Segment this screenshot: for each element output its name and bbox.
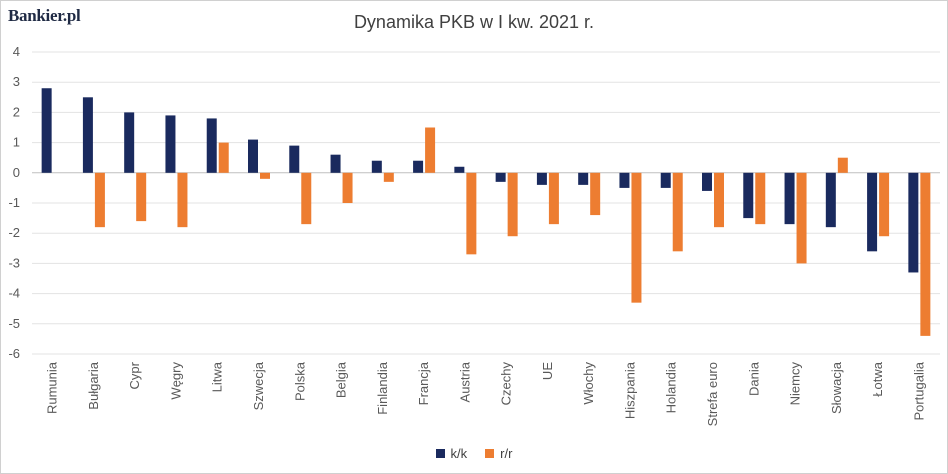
bar-rr-8 [383, 172, 394, 182]
bar-rr-6 [301, 172, 312, 225]
bar-rr-20 [879, 172, 890, 237]
bar-kk-17 [743, 172, 754, 219]
y-tick-label: -6 [8, 346, 20, 361]
legend-item-rr: r/r [485, 446, 512, 461]
x-tick-label: Szwecja [251, 361, 266, 410]
bar-rr-14 [631, 172, 642, 303]
x-tick-label: Portugalia [911, 361, 926, 420]
legend-swatch-rr [485, 449, 495, 458]
bar-kk-15 [660, 172, 671, 188]
bar-rr-4 [218, 142, 229, 173]
legend-item-kk: k/k [435, 446, 468, 461]
bar-kk-6 [289, 145, 300, 173]
bar-rr-5 [260, 172, 270, 179]
bar-kk-5 [248, 139, 258, 173]
x-tick-label: Łotwa [870, 361, 885, 396]
y-axis-ticks: 4 3 2 1 0 -1 -2 -3 -4 -5 -6 [8, 44, 20, 361]
x-tick-label: UE [540, 362, 555, 380]
bar-kk-2 [124, 112, 135, 173]
bar-kk-7 [330, 154, 341, 173]
bar-kk-18 [784, 172, 795, 225]
y-tick-label: -4 [8, 286, 20, 301]
y-tick-label: 1 [13, 135, 20, 150]
bar-kk-8 [371, 160, 382, 173]
bar-kk-14 [619, 172, 630, 188]
bar-rr-13 [590, 172, 601, 216]
x-tick-label: Hiszpania [622, 361, 637, 419]
bars [41, 88, 931, 336]
x-tick-label: Rumunia [45, 361, 60, 414]
x-tick-label: Dania [746, 361, 761, 396]
bar-rr-1 [94, 172, 105, 228]
y-tick-label: -1 [8, 195, 20, 210]
bar-rr-2 [136, 172, 147, 222]
y-tick-label: -3 [8, 255, 20, 270]
legend: k/k r/r [0, 446, 948, 461]
y-tick-label: 3 [13, 74, 20, 89]
legend-swatch-kk [435, 449, 445, 458]
x-tick-label: Austria [457, 361, 472, 402]
x-tick-label: Słowacja [829, 361, 844, 414]
bar-rr-9 [425, 127, 436, 173]
x-tick-label: Finlandia [375, 361, 390, 415]
legend-label-rr: r/r [500, 446, 513, 461]
bar-kk-13 [578, 172, 589, 185]
x-tick-label: Holandia [664, 361, 679, 413]
bar-kk-16 [702, 172, 712, 191]
y-tick-label: -5 [8, 316, 20, 331]
bankier-logo: Bankier.pl [8, 6, 81, 25]
x-tick-label: Niemcy [788, 362, 803, 406]
bar-rr-17 [755, 172, 766, 225]
y-tick-label: 0 [13, 165, 20, 180]
bar-rr-18 [796, 172, 807, 264]
x-tick-label: Czechy [499, 362, 514, 406]
bar-rr-19 [837, 157, 848, 173]
bar-kk-12 [536, 172, 547, 185]
bar-rr-10 [466, 172, 477, 255]
y-tick-label: -2 [8, 225, 20, 240]
x-tick-label: Polska [292, 361, 307, 401]
y-tick-label: 2 [13, 104, 20, 119]
bar-rr-11 [507, 172, 518, 237]
y-tick-label: 4 [13, 44, 20, 59]
x-tick-label: Strefa euro [705, 362, 720, 426]
x-tick-label: Węgry [168, 362, 183, 400]
legend-label-kk: k/k [450, 446, 468, 461]
x-tick-label: Francja [416, 361, 431, 405]
bar-rr-12 [548, 172, 559, 225]
bar-kk-0 [41, 88, 52, 173]
bar-kk-1 [82, 97, 93, 173]
bar-rr-15 [672, 172, 683, 252]
bar-kk-10 [454, 166, 465, 173]
bar-rr-3 [177, 172, 188, 228]
x-axis-ticks: Rumunia Bułgaria Cypr Węgry Litwa Szwecja Pols… [45, 361, 927, 426]
bar-kk-4 [206, 118, 217, 173]
bar-kk-3 [165, 115, 176, 173]
bar-kk-9 [413, 160, 424, 173]
x-tick-label: Włochy [581, 362, 596, 405]
x-tick-label: Belgia [334, 361, 349, 398]
bar-kk-21 [908, 172, 919, 273]
bar-rr-7 [342, 172, 353, 203]
bar-rr-21 [920, 172, 931, 336]
bar-kk-19 [825, 172, 836, 228]
x-tick-label: Cypr [127, 361, 142, 389]
bar-rr-16 [714, 172, 724, 228]
bar-kk-11 [495, 172, 506, 182]
chart-title: Dynamika PKB w I kw. 2021 r. [353, 12, 595, 32]
x-tick-label: Litwa [210, 361, 225, 392]
bar-kk-20 [867, 172, 878, 252]
x-tick-label: Bułgaria [86, 361, 101, 409]
